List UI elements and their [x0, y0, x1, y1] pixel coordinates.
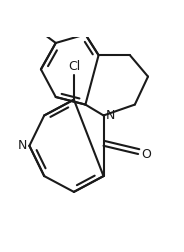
Text: O: O	[141, 147, 151, 161]
Text: N: N	[106, 109, 116, 122]
Text: N: N	[17, 139, 27, 152]
Text: Cl: Cl	[68, 60, 80, 73]
